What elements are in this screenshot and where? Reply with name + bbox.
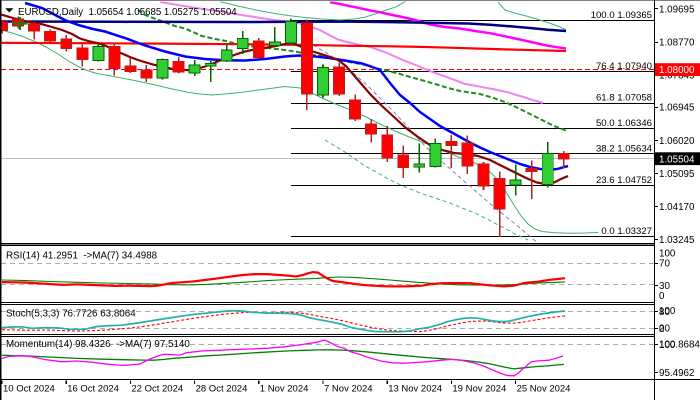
- svg-text:100: 100: [659, 248, 676, 259]
- svg-text:100.8684: 100.8684: [659, 340, 700, 351]
- svg-text:EURUSD,Daily 1.05654 1.05685: EURUSD,Daily 1.05654 1.05685 1.05275 1.0…: [18, 7, 237, 18]
- svg-text:100: 100: [659, 306, 676, 317]
- svg-text:23.6 1.04752: 23.6 1.04752: [596, 175, 652, 186]
- svg-text:50.0 1.06346: 50.0 1.06346: [596, 118, 652, 129]
- svg-text:61.8 1.07058: 61.8 1.07058: [596, 93, 652, 104]
- svg-text:80: 80: [659, 307, 670, 318]
- svg-text:38.2 1.05634: 38.2 1.05634: [596, 143, 653, 154]
- svg-text:1.08770: 1.08770: [659, 38, 695, 49]
- svg-text:22 Oct 2024: 22 Oct 2024: [131, 383, 183, 394]
- svg-text:10 Oct 2024: 10 Oct 2024: [3, 383, 55, 394]
- svg-text:95.4962: 95.4962: [659, 368, 694, 379]
- svg-text:30: 30: [659, 281, 670, 292]
- svg-text:28 Oct 2024: 28 Oct 2024: [196, 383, 248, 394]
- svg-text:100: 100: [659, 340, 676, 351]
- svg-text:Momentum(14) 98.4326 ->MA(7): Momentum(14) 98.4326 ->MA(7) 97.5140: [6, 339, 190, 350]
- svg-text:19 Nov 2024: 19 Nov 2024: [452, 383, 506, 394]
- svg-text:1.05095: 1.05095: [659, 169, 695, 180]
- svg-text:0.0 1.03327: 0.0 1.03327: [601, 226, 652, 237]
- svg-text:Stoch(5,3,3) 76.7726 63.8064: Stoch(5,3,3) 76.7726 63.8064: [6, 309, 136, 320]
- svg-text:1.08000: 1.08000: [659, 65, 695, 76]
- svg-text:16 Oct 2024: 16 Oct 2024: [67, 383, 119, 394]
- svg-text:1.03245: 1.03245: [659, 235, 695, 246]
- svg-text:1.09695: 1.09695: [659, 4, 695, 15]
- svg-text:7 Nov 2024: 7 Nov 2024: [324, 383, 373, 394]
- svg-text:1.04170: 1.04170: [659, 202, 695, 213]
- svg-text:25 Nov 2024: 25 Nov 2024: [517, 383, 571, 394]
- svg-text:1 Nov 2024: 1 Nov 2024: [260, 383, 309, 394]
- svg-text:1.05504: 1.05504: [659, 154, 695, 165]
- svg-text:13 Nov 2024: 13 Nov 2024: [388, 383, 442, 394]
- svg-text:RSI(14) 41.2951 ->MA(7) 34.49: RSI(14) 41.2951 ->MA(7) 34.4988: [6, 250, 158, 261]
- svg-text:1.06020: 1.06020: [659, 136, 695, 147]
- svg-text:1.06945: 1.06945: [659, 103, 695, 114]
- svg-text:100.0 1.09365: 100.0 1.09365: [591, 10, 652, 21]
- svg-text:76.4 1.07940: 76.4 1.07940: [596, 61, 652, 72]
- svg-text:70: 70: [659, 259, 670, 270]
- svg-text:20: 20: [659, 324, 670, 335]
- svg-text:0: 0: [659, 324, 665, 335]
- svg-text:0: 0: [659, 291, 665, 302]
